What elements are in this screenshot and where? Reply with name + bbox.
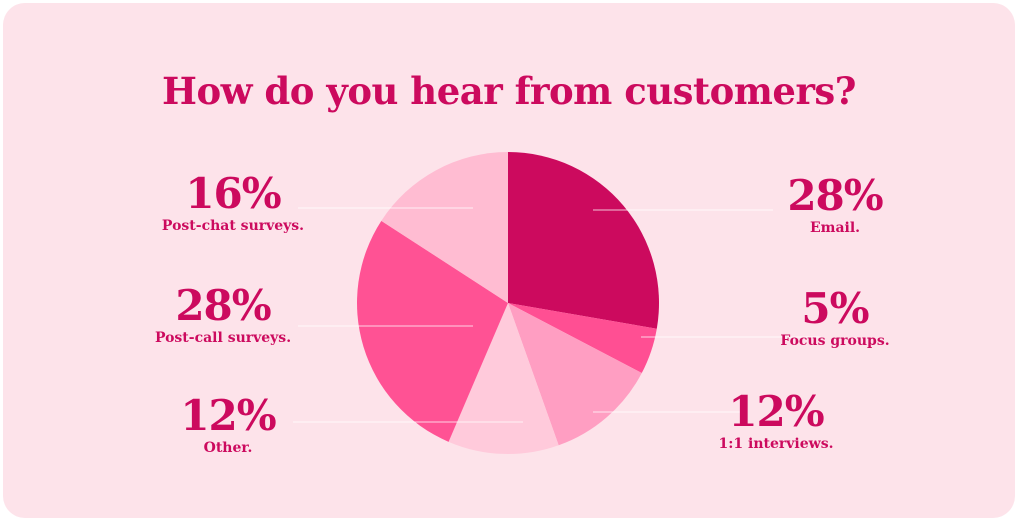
slice-post-call [357, 220, 508, 442]
label-post-call: 28% Post-call surveys. [133, 283, 313, 347]
slice-email [508, 152, 660, 329]
pct-other: 12% [180, 391, 276, 440]
name-post-call: Post-call surveys. [154, 330, 292, 346]
chart-card: How do you hear from customers? 28% Emai… [3, 3, 1015, 518]
chart-title: How do you hear from customers? [162, 69, 856, 113]
name-email: Email. [809, 220, 861, 236]
label-email: 28% Email. [760, 173, 910, 237]
name-focus-groups: Focus groups. [780, 333, 890, 349]
slice-interviews [508, 303, 642, 446]
pct-focus-groups: 5% [801, 284, 869, 333]
label-other: 12% Other. [158, 393, 298, 457]
name-other: Other. [203, 440, 253, 456]
label-post-chat: 16% Post-chat surveys. [143, 171, 323, 235]
pct-email: 28% [787, 171, 883, 220]
label-interviews: 12% 1:1 interviews. [701, 389, 851, 453]
pct-post-call: 28% [175, 281, 271, 330]
pct-interviews: 12% [728, 387, 824, 436]
pct-post-chat: 16% [185, 169, 281, 218]
slice-focus-groups [508, 303, 657, 374]
name-interviews: 1:1 interviews. [718, 436, 834, 452]
slice-post-chat [381, 152, 508, 303]
name-post-chat: Post-chat surveys. [161, 218, 305, 234]
label-focus-groups: 5% Focus groups. [760, 286, 910, 350]
slice-other [448, 303, 559, 455]
pie-chart [293, 152, 821, 455]
